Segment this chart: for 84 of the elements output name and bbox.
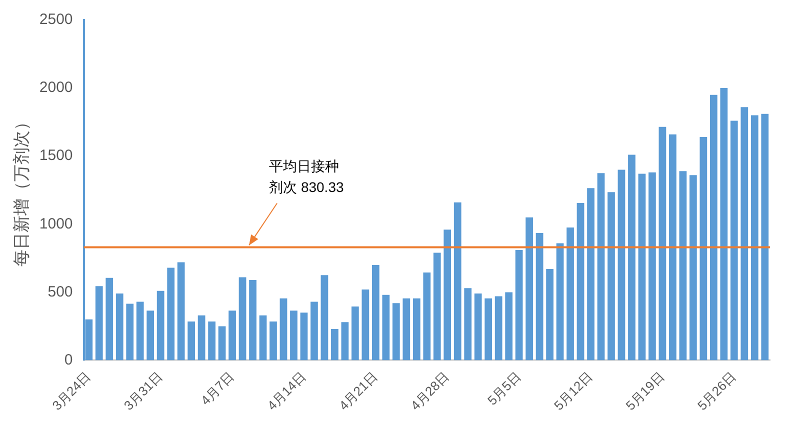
bar xyxy=(402,298,410,360)
bar xyxy=(597,173,605,360)
bar xyxy=(300,312,308,360)
bar xyxy=(587,188,594,360)
bar xyxy=(433,252,441,360)
bar xyxy=(638,174,646,360)
bar xyxy=(679,171,687,360)
x-tick-label: 5月12日 xyxy=(551,368,596,414)
bar xyxy=(423,272,431,360)
y-tick-label: 1500 xyxy=(39,147,73,164)
x-tick-label: 4月7日 xyxy=(198,368,237,408)
x-tick-label: 4月14日 xyxy=(264,368,309,414)
bar xyxy=(156,290,164,360)
bar xyxy=(218,326,226,360)
bar xyxy=(270,321,277,360)
bar xyxy=(238,277,246,360)
bar xyxy=(331,328,338,360)
bar xyxy=(628,154,636,360)
bar xyxy=(700,137,708,360)
bar xyxy=(454,202,462,360)
bar xyxy=(576,203,584,360)
bar xyxy=(474,294,482,360)
x-tick-label: 3月24日 xyxy=(49,368,94,414)
bar xyxy=(188,321,195,360)
ref-line-label: 平均日接种剂次 830.33 xyxy=(269,158,344,196)
bar xyxy=(484,298,492,360)
bar xyxy=(352,306,359,360)
bar xyxy=(750,115,758,360)
bar xyxy=(608,192,615,360)
bar xyxy=(249,280,256,360)
bar xyxy=(95,286,103,360)
y-axis-title: 每日新增（万剂次） xyxy=(12,114,31,267)
bar xyxy=(372,264,380,360)
bar xyxy=(106,278,114,360)
bar xyxy=(177,262,185,360)
bar xyxy=(146,310,154,360)
bar xyxy=(208,321,216,360)
bar xyxy=(167,268,175,360)
bar xyxy=(320,275,328,360)
bar xyxy=(556,243,564,360)
bar xyxy=(259,315,267,360)
bar xyxy=(392,303,400,360)
bar xyxy=(362,289,370,360)
bar xyxy=(464,288,472,360)
bar xyxy=(740,107,748,360)
bar xyxy=(341,322,349,360)
bar xyxy=(689,175,697,360)
x-tick-label: 4月28日 xyxy=(408,368,452,414)
bar xyxy=(526,217,533,360)
bar xyxy=(280,298,288,360)
bar xyxy=(761,114,769,360)
bar xyxy=(618,170,626,360)
bar xyxy=(505,292,513,360)
bar xyxy=(720,88,728,360)
bar xyxy=(710,94,718,360)
bar xyxy=(412,298,420,360)
y-tick-label: 2000 xyxy=(39,79,73,96)
x-tick-label: 5月5日 xyxy=(484,368,524,408)
bar xyxy=(669,134,676,360)
x-tick-label: 3月31日 xyxy=(120,368,166,414)
x-tick-label: 4月21日 xyxy=(336,368,380,414)
y-tick-label: 500 xyxy=(48,283,73,300)
bar xyxy=(198,315,206,360)
bar xyxy=(136,302,144,360)
bar xyxy=(730,120,738,360)
bar xyxy=(546,269,554,360)
bar xyxy=(658,126,666,360)
bar xyxy=(290,310,298,360)
y-tick-label: 0 xyxy=(64,351,73,368)
bar xyxy=(515,250,523,360)
bar xyxy=(228,310,236,360)
y-tick-label: 1000 xyxy=(39,215,73,232)
bar xyxy=(648,172,656,360)
bar xyxy=(444,230,452,360)
bar xyxy=(566,228,574,360)
x-tick-label: 5月19日 xyxy=(622,368,668,414)
bar xyxy=(310,302,318,360)
bar xyxy=(116,294,124,360)
bar xyxy=(494,296,502,360)
x-tick-label: 5月26日 xyxy=(694,368,739,414)
bar xyxy=(382,294,390,360)
bar xyxy=(536,232,544,360)
bar xyxy=(126,304,134,360)
y-tick-label: 2500 xyxy=(39,11,73,28)
